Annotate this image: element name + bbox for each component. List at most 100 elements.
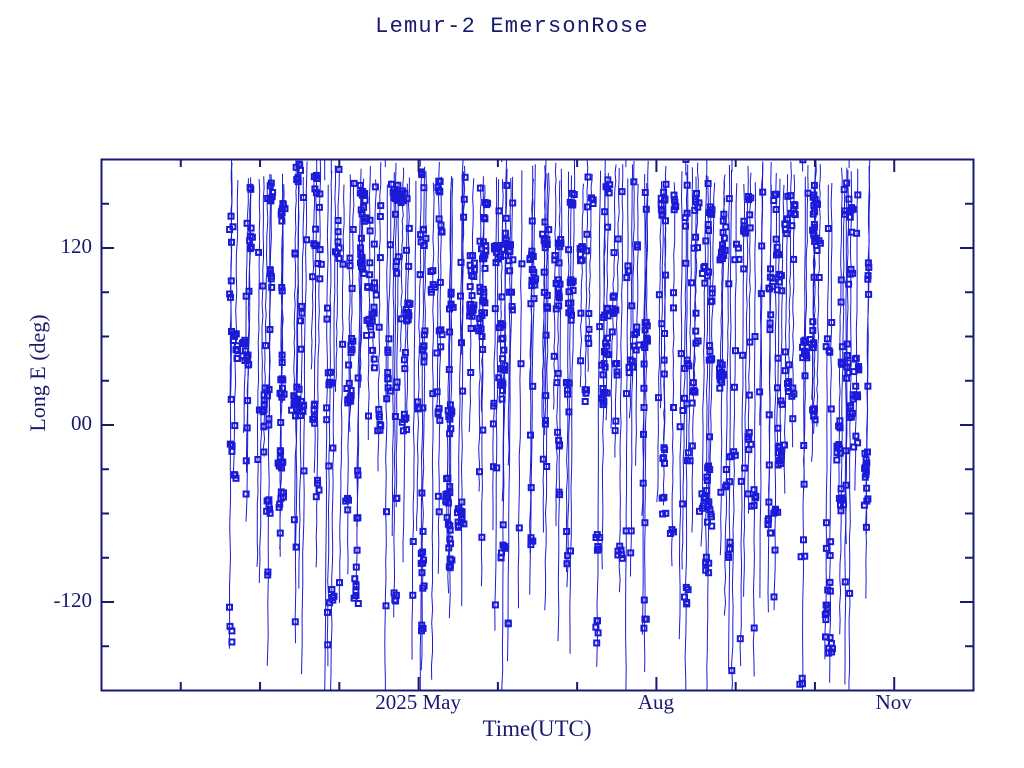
data-point-marker (750, 502, 758, 509)
data-point-marker (661, 195, 669, 203)
data-point-marker (457, 258, 465, 266)
data-point-marker (852, 392, 860, 400)
data-point-marker (419, 527, 427, 535)
data-point-marker (781, 348, 789, 356)
data-point-marker (614, 235, 622, 243)
data-point-marker (290, 392, 298, 400)
data-point-marker (746, 338, 754, 346)
data-point-marker (299, 408, 307, 415)
data-point-marker (752, 493, 760, 501)
data-point-marker (267, 275, 275, 283)
data-point-marker (339, 340, 347, 348)
data-point-marker (349, 226, 357, 233)
data-point-marker (731, 383, 738, 391)
data-point-marker (661, 330, 669, 337)
data-point-marker (803, 343, 811, 351)
x-axis-tick-labels: 2025 May Aug Nov (0, 690, 1024, 730)
longitude-trace (678, 171, 683, 640)
data-point-marker (843, 363, 851, 371)
data-point-marker (568, 279, 576, 287)
data-point-marker (682, 259, 690, 267)
data-point-marker (418, 489, 426, 497)
data-point-marker (565, 408, 573, 416)
data-point-marker (323, 315, 331, 323)
data-point-marker (722, 223, 730, 231)
data-point-marker (489, 420, 497, 428)
data-point-marker (366, 271, 373, 279)
data-point-marker (601, 208, 609, 216)
chart-title: Lemur-2 EmersonRose (375, 14, 649, 39)
data-point-marker (784, 380, 791, 387)
data-point-marker (765, 411, 773, 419)
longitude-trace (565, 171, 570, 573)
data-point-marker (476, 287, 484, 295)
data-point-marker (365, 412, 372, 420)
data-point-marker (864, 272, 872, 280)
data-point-marker (618, 554, 626, 562)
data-point-marker (278, 217, 286, 225)
data-point-marker (662, 180, 670, 188)
data-point-marker (641, 344, 649, 351)
data-point-marker (824, 601, 831, 609)
data-point-marker (774, 449, 782, 457)
longitude-trace (839, 183, 846, 635)
data-point-marker (828, 319, 836, 326)
data-point-marker (420, 184, 428, 192)
data-point-marker (605, 189, 613, 197)
data-point-marker (589, 196, 597, 204)
data-point-marker (351, 575, 359, 583)
longitude-trace (848, 171, 853, 690)
data-point-marker (655, 291, 663, 299)
data-point-marker (679, 407, 687, 414)
data-point-marker (309, 273, 317, 281)
data-point-marker (799, 680, 806, 688)
data-point-marker (369, 346, 377, 354)
data-point-marker (775, 251, 783, 259)
data-point-marker (598, 361, 606, 369)
data-point-marker (315, 203, 323, 211)
data-point-marker (767, 265, 774, 273)
y-axis-tick-labels: 120 00 -120 (0, 0, 93, 768)
data-point-marker (837, 298, 845, 306)
data-point-marker (417, 231, 425, 239)
data-point-marker (739, 351, 747, 359)
data-point-marker (436, 178, 444, 185)
longitude-trace (844, 167, 848, 685)
data-point-marker (670, 404, 677, 411)
data-point-marker (295, 385, 303, 393)
data-point-marker (242, 457, 250, 465)
data-point-marker (278, 393, 286, 401)
longitude-trace (542, 165, 546, 533)
data-point-marker (839, 496, 847, 504)
data-point-marker (706, 433, 713, 441)
data-point-marker (563, 560, 571, 568)
data-point-marker (262, 342, 270, 350)
data-point-marker (612, 417, 620, 425)
data-point-marker (279, 493, 287, 501)
data-point-marker (245, 287, 253, 295)
data-point-marker (354, 374, 362, 382)
data-point-marker (788, 222, 796, 230)
data-point-marker (617, 546, 625, 554)
data-point-marker (734, 244, 742, 252)
data-point-marker (352, 563, 360, 571)
longitude-trace (584, 160, 589, 398)
data-point-marker (297, 317, 304, 325)
data-point-marker (630, 342, 638, 350)
data-point-marker (259, 282, 267, 290)
data-point-marker (691, 206, 699, 214)
data-point-marker (824, 225, 832, 232)
data-point-marker (326, 599, 334, 607)
data-point-marker (292, 543, 300, 551)
data-point-marker (231, 422, 239, 430)
y-tick-label: 120 (60, 233, 93, 258)
data-point-marker (846, 207, 854, 215)
data-point-marker (767, 529, 775, 537)
data-point-marker (728, 667, 736, 675)
data-point-marker (581, 398, 589, 405)
data-point-marker (493, 464, 501, 472)
data-point-marker (243, 356, 251, 364)
longitude-trace (828, 182, 833, 683)
data-point-marker (679, 500, 687, 508)
